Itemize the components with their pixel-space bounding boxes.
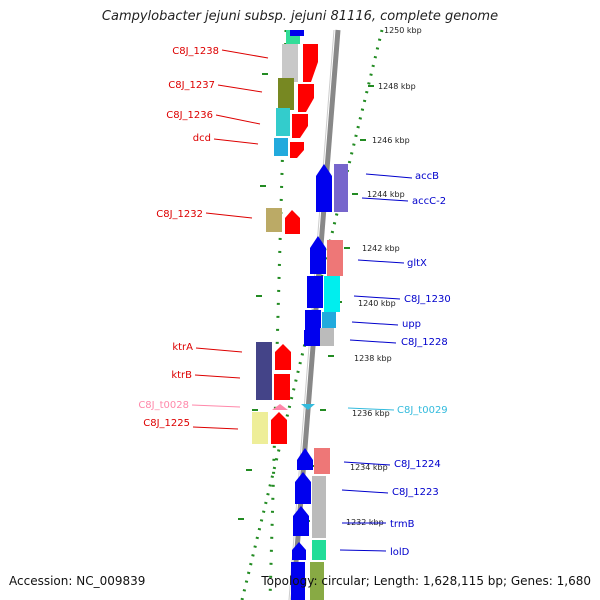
left-gene-labels: C8J_1238 C8J_1237 C8J_1236 dcd C8J_1232 … — [138, 46, 219, 429]
gene-label: C8J_1230 — [404, 294, 451, 305]
gene-label: C8J_1223 — [392, 487, 439, 498]
gene-upp — [305, 310, 321, 330]
gene-label: lolD — [390, 547, 410, 558]
gene-label: C8J_1225 — [143, 418, 190, 429]
gene-accB — [316, 164, 332, 212]
gene-label: ktrA — [172, 342, 193, 353]
kbp-label: 1236 kbp — [352, 409, 390, 418]
kbp-label: 1246 kbp — [372, 136, 410, 145]
gene-C8J_1237 — [298, 84, 314, 112]
gene-C8J_1232 — [285, 210, 300, 234]
reverse-genes — [290, 30, 348, 600]
kbp-label: 1242 kbp — [362, 244, 400, 253]
gene-label: accB — [415, 171, 439, 182]
gene-ktrA — [275, 344, 291, 370]
gene-label: C8J_1224 — [394, 459, 441, 470]
gc-box-bottom — [310, 562, 324, 600]
kbp-label: 1238 kbp — [354, 354, 392, 363]
gc-box-ktrA — [256, 342, 272, 400]
gc-box-1237 — [278, 78, 294, 110]
gene-C8J_1238 — [303, 44, 318, 82]
gene-C8J_1225 — [271, 412, 287, 444]
gene-label: trmB — [390, 519, 415, 530]
gene-C8J_1224 — [297, 448, 313, 470]
gc-box-accC2 — [334, 164, 348, 212]
kbp-label: 1244 kbp — [367, 190, 405, 199]
gene-label: C8J_1237 — [168, 80, 215, 91]
gene-C8J_1228 — [304, 330, 320, 346]
forward-genes — [252, 30, 318, 444]
gene-label: C8J_t0028 — [138, 400, 189, 411]
gene-dcd — [290, 142, 304, 158]
gene-label: dcd — [193, 133, 211, 144]
gene-label: ktrB — [171, 370, 192, 381]
gc-box-gltX — [327, 240, 343, 276]
gene-label: C8J_1236 — [166, 110, 213, 121]
kbp-label: 1250 kbp — [384, 26, 422, 35]
gc-box-1236 — [276, 108, 290, 136]
right-connector-t0029 — [347, 407, 395, 411]
gene-lolD — [292, 542, 306, 560]
gene-label: C8J_1238 — [172, 46, 219, 57]
gc-box-lolD — [312, 540, 326, 560]
gene-trmB — [293, 506, 309, 536]
kbp-label: 1240 kbp — [358, 299, 396, 308]
right-connectors — [339, 173, 413, 552]
gene-C8J_1230 — [307, 276, 323, 308]
gene-ktrB — [274, 374, 290, 400]
gc-box-upp — [322, 312, 336, 328]
left-connectors — [192, 49, 269, 430]
gc-box-1232 — [266, 208, 282, 232]
gene-label: C8J_1232 — [156, 209, 203, 220]
gene-label: gltX — [407, 258, 427, 269]
gene-label: C8J_t0029 — [397, 405, 448, 416]
gene-C8J_t0029 — [301, 404, 315, 410]
kbp-labels: 1250 kbp 1248 kbp 1246 kbp 1244 kbp 1242… — [346, 26, 422, 527]
gene-bottom — [291, 562, 305, 600]
gene-gltX — [310, 236, 326, 274]
gene-label: C8J_1228 — [401, 337, 448, 348]
gc-box-1238 — [282, 44, 298, 82]
gc-box-1224 — [314, 448, 330, 474]
gene-C8J_1223 — [295, 472, 311, 504]
gc-box-1223 — [312, 476, 326, 538]
accession-text: Accession: NC_009839 — [9, 574, 146, 588]
gene-label: accC-2 — [412, 196, 446, 207]
gene-top — [290, 30, 304, 36]
gc-box-1225 — [252, 412, 268, 444]
gene-C8J_t0028 — [272, 404, 288, 410]
map-title: Campylobacter jejuni subsp. jejuni 81116… — [101, 9, 499, 24]
topology-text: Topology: circular; Length: 1,628,115 bp… — [261, 574, 591, 588]
kbp-label: 1248 kbp — [378, 82, 416, 91]
kbp-label: 1234 kbp — [350, 463, 388, 472]
right-gene-labels: accB accC-2 gltX C8J_1230 upp C8J_1228 C… — [390, 171, 451, 558]
gene-label: upp — [402, 319, 421, 330]
gc-box-1228 — [320, 328, 334, 346]
gc-box-dcd — [274, 138, 288, 156]
left-connector-t0028 — [191, 404, 241, 408]
gene-C8J_1236 — [292, 114, 308, 138]
gc-box-1230 — [324, 276, 340, 312]
